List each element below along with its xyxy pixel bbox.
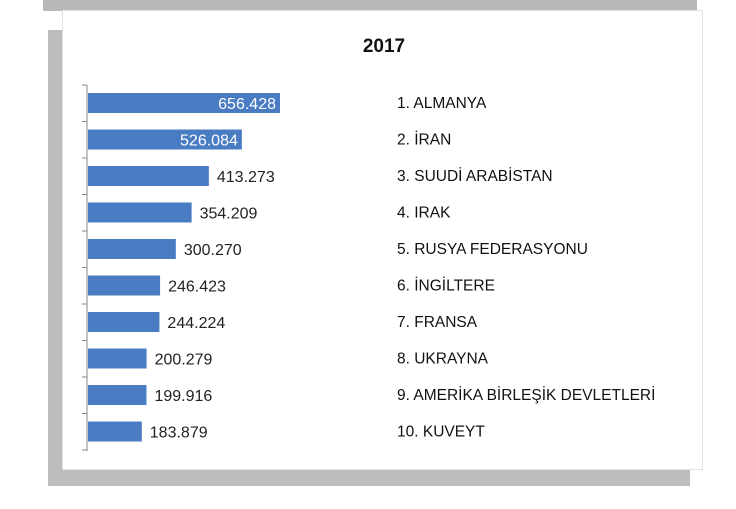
category-label: 3. SUUDİ ARABİSTAN bbox=[397, 167, 553, 185]
category-label: 10. KUVEYT bbox=[397, 424, 485, 441]
data-label: 244.224 bbox=[167, 315, 225, 332]
data-label: 656.428 bbox=[218, 96, 276, 113]
bar bbox=[88, 239, 176, 259]
data-label: 354.209 bbox=[200, 206, 258, 223]
bar bbox=[88, 312, 160, 332]
bar bbox=[88, 129, 242, 150]
category-label: 5. RUSYA FEDERASYONU bbox=[397, 241, 588, 258]
bar bbox=[88, 202, 192, 223]
bar bbox=[88, 385, 147, 405]
data-label: 413.273 bbox=[217, 169, 275, 186]
category-label: 4. IRAK bbox=[397, 205, 451, 222]
category-label: 6. İNGİLTERE bbox=[397, 277, 495, 295]
bar bbox=[88, 166, 209, 186]
bar bbox=[88, 421, 142, 442]
bar bbox=[88, 93, 280, 113]
data-label: 526.084 bbox=[180, 133, 238, 150]
chart-title: 2017 bbox=[363, 36, 405, 57]
category-label: 7. FRANSA bbox=[397, 314, 478, 331]
category-label: 2. İRAN bbox=[397, 131, 451, 149]
category-label: 9. AMERİKA BİRLEŞİK DEVLETLERİ bbox=[397, 386, 655, 404]
data-label: 200.279 bbox=[155, 352, 213, 369]
data-label: 246.423 bbox=[168, 279, 226, 296]
category-label: 1. ALMANYA bbox=[397, 95, 487, 112]
data-label: 183.879 bbox=[150, 425, 208, 442]
bar bbox=[88, 275, 161, 296]
bar bbox=[88, 348, 147, 369]
data-label: 199.916 bbox=[154, 388, 212, 405]
category-label: 8. UKRAYNA bbox=[397, 351, 489, 368]
top-frame-bar bbox=[43, 0, 697, 11]
data-label: 300.270 bbox=[184, 242, 242, 259]
